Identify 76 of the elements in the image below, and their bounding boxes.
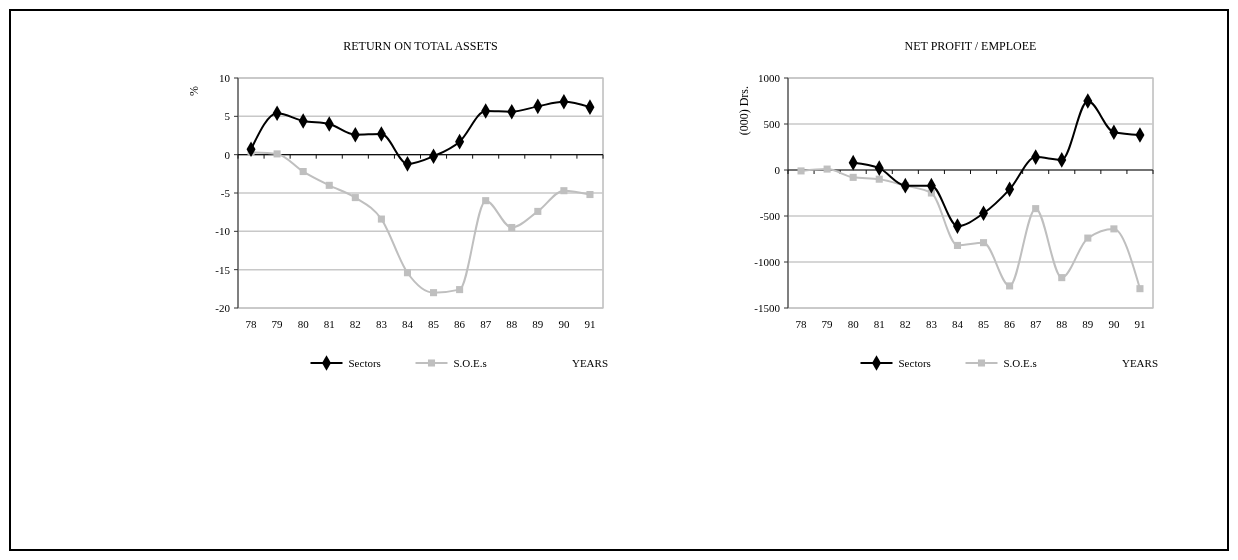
- point: [325, 181, 333, 189]
- legend-label: S.O.E.s: [453, 356, 487, 369]
- point: [1110, 225, 1118, 233]
- point: [560, 187, 568, 195]
- point: [586, 191, 594, 199]
- y-tick-label: -1500: [754, 301, 781, 314]
- x-axis-title: YEARS: [1121, 356, 1158, 369]
- y-axis-title: (000) Drs.: [737, 86, 751, 136]
- x-tick-label: 88: [1056, 318, 1068, 330]
- y-tick-label: -15: [215, 263, 231, 276]
- point: [430, 289, 438, 297]
- x-tick-label: 83: [375, 318, 388, 330]
- x-tick-label: 84: [401, 318, 414, 330]
- y-tick-label: 0: [224, 148, 231, 161]
- chart-title: NET PROFIT / EMPLOEE: [904, 39, 1037, 53]
- point: [1058, 274, 1066, 282]
- point: [823, 165, 831, 173]
- point: [456, 286, 464, 294]
- x-axis-title: YEARS: [571, 356, 608, 369]
- y-tick-label: -1000: [754, 255, 781, 268]
- point: [508, 223, 516, 232]
- y-tick-label: -500: [759, 209, 781, 222]
- point: [1032, 205, 1040, 213]
- y-tick-label: -5: [220, 186, 231, 199]
- x-tick-label: 87: [480, 318, 492, 330]
- x-tick-label: 81: [323, 318, 335, 330]
- x-tick-label: 80: [847, 318, 860, 330]
- point: [534, 207, 542, 215]
- point: [403, 269, 411, 277]
- legend-label: Sectors: [898, 356, 931, 369]
- point: [980, 239, 988, 247]
- point: [1006, 282, 1014, 290]
- x-tick-label: 87: [1030, 318, 1042, 330]
- y-tick-label: -10: [215, 225, 231, 238]
- y-tick-label: 10: [219, 71, 231, 84]
- x-tick-label: 91: [1134, 318, 1146, 330]
- x-tick-label: 89: [532, 318, 544, 330]
- point: [1084, 234, 1092, 242]
- x-tick-label: 81: [873, 318, 885, 330]
- y-tick-label: 5: [224, 110, 231, 123]
- legend-label: S.O.E.s: [1003, 356, 1037, 369]
- x-tick-label: 85: [428, 318, 440, 330]
- y-axis-title: %: [187, 86, 201, 96]
- x-tick-label: 82: [349, 318, 361, 330]
- y-tick-label: 500: [763, 117, 781, 130]
- point: [953, 241, 961, 249]
- point: [273, 150, 281, 158]
- x-tick-label: 85: [978, 318, 990, 330]
- x-tick-label: 78: [245, 318, 258, 330]
- x-tick-label: 88: [506, 318, 518, 330]
- x-tick-label: 80: [297, 318, 310, 330]
- y-tick-label: -20: [215, 301, 231, 314]
- point: [849, 173, 857, 181]
- x-tick-label: 79: [821, 318, 834, 330]
- x-tick-label: 83: [925, 318, 938, 330]
- point: [351, 194, 359, 202]
- point: [482, 197, 490, 205]
- x-tick-label: 90: [1108, 318, 1120, 330]
- x-tick-label: 86: [454, 318, 466, 330]
- point: [797, 167, 805, 175]
- x-tick-label: 89: [1082, 318, 1094, 330]
- point: [1136, 285, 1144, 293]
- x-tick-label: 82: [899, 318, 911, 330]
- legend-label: Sectors: [348, 356, 381, 369]
- x-tick-label: 78: [795, 318, 808, 330]
- point: [299, 168, 307, 176]
- y-tick-label: 1000: [758, 71, 781, 84]
- x-tick-label: 84: [951, 318, 964, 330]
- x-tick-label: 86: [1004, 318, 1016, 330]
- point: [875, 175, 883, 183]
- x-tick-label: 91: [584, 318, 596, 330]
- point: [377, 215, 385, 223]
- chart-title: RETURN ON TOTAL ASSETS: [343, 39, 498, 53]
- x-tick-label: 79: [271, 318, 284, 330]
- y-tick-label: 0: [774, 163, 781, 176]
- x-tick-label: 90: [558, 318, 570, 330]
